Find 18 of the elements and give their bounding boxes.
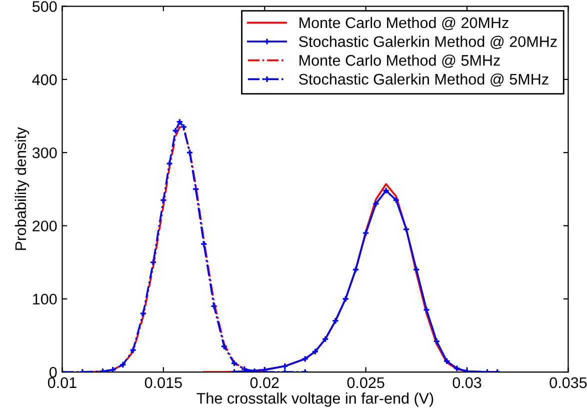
legend-label: Monte Carlo Method @ 5MHz [300,54,500,68]
legend-label: Stochastic Galerkin Method @ 5MHz [299,73,548,87]
legend-label: Monte Carlo Method @ 20MHz [300,16,508,30]
y-axis-title: Probability density [14,127,30,250]
y-tick-label: 200 [32,220,57,232]
y-tick-label: 400 [32,74,57,86]
x-tick-label: 0.01 [48,377,76,388]
y-tick-label: 500 [32,1,57,12]
x-tick-label: 0.015 [144,377,182,388]
y-tick-label: 300 [32,147,57,158]
legend-label: Stochastic Galerkin Method @ 20MHz [299,36,557,49]
x-tick-label: 0.03 [452,377,482,388]
x-tick-label: 0.035 [550,377,587,388]
y-tick-label: 0 [49,366,57,378]
x-tick-label: 0.02 [250,377,279,388]
y-tick-label: 100 [33,294,57,305]
x-axis-title: The crosstalk voltage in far-end (V) [196,392,434,407]
x-tick-label: 0.025 [347,377,384,388]
